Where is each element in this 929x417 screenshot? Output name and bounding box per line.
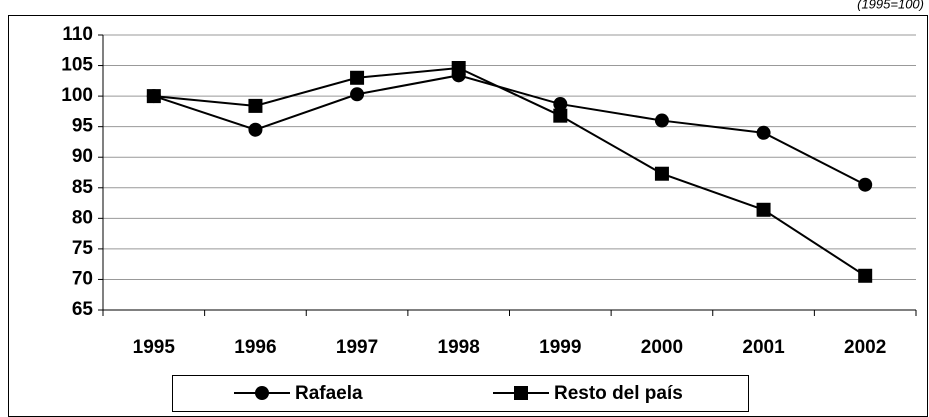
marker [858,268,873,283]
series-line [153,74,866,186]
marker [756,202,771,217]
x-tick-label: 1995 [133,337,176,358]
y-tick-label: 85 [72,177,94,198]
marker [553,97,568,112]
series-line [153,66,866,277]
x-tick-label: 2002 [844,337,886,358]
x-tick-label: 1997 [336,337,378,358]
marker [451,61,466,75]
y-tick-label: 105 [61,55,93,76]
y-tick-label: 100 [61,85,93,106]
y-tick-label: 80 [72,207,93,228]
marker [350,70,365,85]
legend-marker [514,386,528,400]
x-tick-label: 2001 [742,337,785,358]
marker [654,166,669,181]
y-tick-label: 90 [72,146,93,167]
y-tick-label: 65 [72,299,94,320]
legend-label: Rafaela [295,383,363,404]
y-tick-label: 95 [72,116,94,137]
marker [146,89,161,104]
y-tick-label: 110 [62,24,93,45]
x-tick-label: 1996 [234,337,276,358]
y-tick-label: 70 [72,268,93,289]
chart-subtitle: (1995=100) [857,0,924,11]
x-tick-label: 1998 [438,337,480,358]
x-tick-label: 2000 [641,337,683,358]
marker [248,122,263,137]
marker [248,98,263,113]
marker [654,113,669,128]
x-tick-label: 1999 [539,337,581,358]
marker [756,125,771,140]
legend-marker [255,386,269,400]
marker [350,87,365,102]
marker [553,108,568,123]
y-tick-label: 75 [72,238,94,259]
legend-label: Resto del país [554,383,683,404]
marker [858,177,873,192]
